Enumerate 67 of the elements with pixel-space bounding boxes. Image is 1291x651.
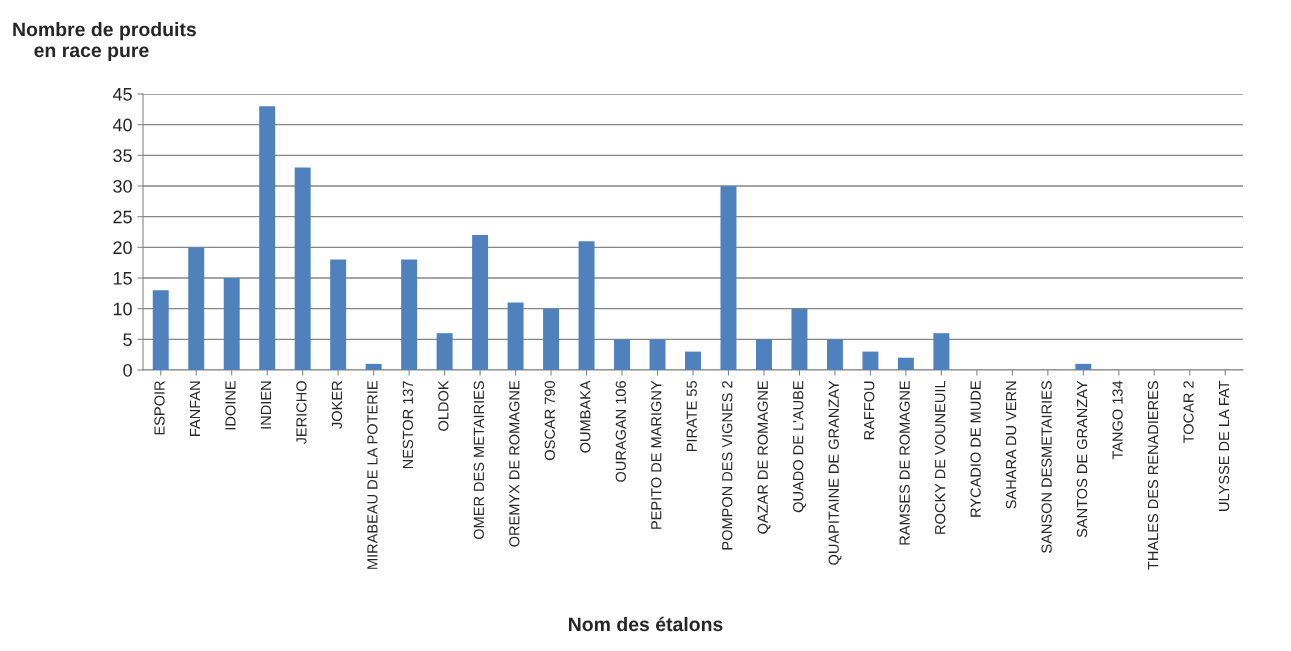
bar bbox=[826, 339, 843, 370]
x-tick-label: QUAPITAINE DE GRANZAY bbox=[828, 380, 842, 565]
x-tick-label: SANSON DESMETAIRIES bbox=[1041, 381, 1052, 553]
x-tick-label: SANTOS DE GRANZAY bbox=[1076, 380, 1088, 538]
x-tick-label: OREMYX DE ROMAGNE bbox=[509, 381, 520, 547]
x-tick-label: OURAGAN 106 bbox=[615, 381, 626, 482]
x-tick-label: INDIEN bbox=[260, 381, 271, 429]
y-tick-label: 0 bbox=[123, 363, 132, 377]
bar bbox=[720, 186, 737, 370]
x-tick-label: FANFAN bbox=[189, 381, 200, 436]
x-tick-label: NESTOR 137 bbox=[402, 381, 414, 469]
bar bbox=[401, 259, 418, 370]
y-tick-label: 5 bbox=[123, 333, 132, 347]
x-tick-label: ESPOIR bbox=[154, 381, 165, 435]
bar bbox=[152, 290, 169, 370]
bar bbox=[791, 308, 808, 370]
bar bbox=[294, 167, 311, 370]
bar bbox=[543, 308, 560, 370]
bar bbox=[897, 357, 914, 370]
x-tick-label: IDOINE bbox=[225, 381, 236, 430]
bar bbox=[259, 106, 276, 370]
x-tick-label: TANGO 134 bbox=[1112, 380, 1123, 460]
bar bbox=[1075, 363, 1092, 370]
x-tick-label: ROCKY DE VOUNEUIL bbox=[934, 380, 946, 534]
x-tick-label: PIRATE 55 bbox=[686, 381, 697, 452]
x-tick-label: ULYSSE DE LA FAT bbox=[1218, 380, 1230, 511]
bar bbox=[755, 339, 772, 370]
x-tick-label: TOCAR 2 bbox=[1183, 381, 1194, 444]
x-tick-label: SAHARA DU VERN bbox=[1005, 381, 1017, 509]
x-tick-label: RYCADIO DE MUDE bbox=[970, 381, 981, 517]
x-tick-label: OLDOK bbox=[438, 380, 449, 431]
bar bbox=[685, 351, 701, 370]
bar bbox=[649, 339, 666, 370]
bar bbox=[436, 333, 453, 370]
x-tick-label: POMPON DES VIGNES 2 bbox=[722, 381, 733, 550]
bar bbox=[472, 235, 489, 370]
bar bbox=[507, 302, 524, 370]
x-tick-label: JERICHO bbox=[296, 381, 307, 445]
x-tick-label: JOKER bbox=[331, 381, 343, 429]
bar bbox=[614, 339, 631, 370]
bar bbox=[223, 278, 240, 370]
bar bbox=[188, 247, 205, 370]
y-tick-label: 35 bbox=[113, 149, 132, 163]
y-tick-label: 45 bbox=[112, 88, 132, 101]
y-axis-title: Nombre de produits en race pure bbox=[13, 22, 196, 62]
x-tick-label: QAZAR DE ROMAGNE bbox=[757, 381, 771, 534]
x-tick-label: QUADO DE L'AUBE bbox=[793, 381, 806, 513]
x-tick-label: THALES DES RENADIERES bbox=[1147, 381, 1159, 570]
x-tick-label: OSCAR 790 bbox=[544, 380, 555, 460]
x-axis-title: Nom des étalons bbox=[569, 616, 723, 632]
y-tick-label: 10 bbox=[113, 302, 132, 316]
y-tick-label: 15 bbox=[113, 272, 132, 285]
bar bbox=[862, 351, 879, 370]
x-tick-label: OUMBAKA bbox=[580, 380, 591, 453]
bar bbox=[578, 241, 595, 370]
y-tick-label: 30 bbox=[113, 179, 132, 193]
x-tick-label: OMER DES METAIRIES bbox=[473, 381, 485, 540]
x-tick-label: RAFFOU bbox=[864, 381, 875, 440]
bar bbox=[933, 333, 950, 370]
y-tick-label: 40 bbox=[112, 118, 132, 132]
y-tick-label: 25 bbox=[113, 210, 132, 224]
bar bbox=[330, 259, 347, 370]
bar bbox=[365, 363, 382, 370]
y-tick-label: 20 bbox=[113, 241, 132, 255]
x-tick-label: MIRABEAU DE LA POTERIE bbox=[367, 381, 378, 569]
x-tick-label: PEPITO DE MARIGNY bbox=[651, 380, 662, 529]
x-tick-label: RAMSES DE ROMAGNE bbox=[899, 381, 910, 545]
